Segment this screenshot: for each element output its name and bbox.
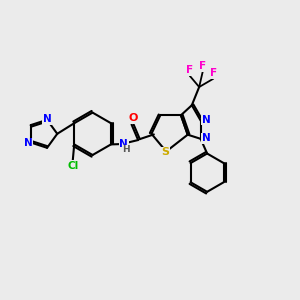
Text: N: N	[202, 115, 210, 125]
Text: N: N	[24, 138, 33, 148]
Text: N: N	[202, 133, 210, 143]
Text: N: N	[43, 114, 52, 124]
Text: F: F	[199, 61, 206, 71]
Text: S: S	[162, 147, 170, 157]
Text: H: H	[122, 146, 130, 154]
Text: O: O	[129, 113, 138, 124]
Text: F: F	[186, 65, 193, 76]
Text: F: F	[210, 68, 217, 78]
Text: N: N	[119, 139, 128, 148]
Text: Cl: Cl	[67, 161, 78, 171]
